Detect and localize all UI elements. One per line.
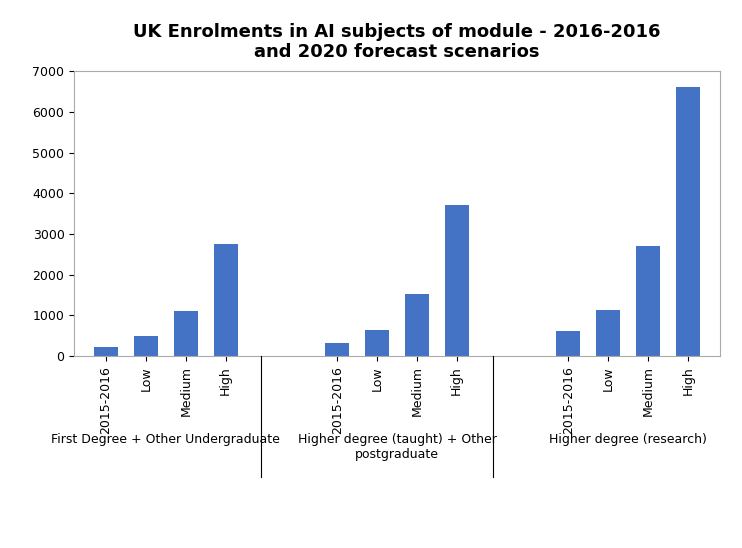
Bar	[214, 244, 237, 356]
Bar	[405, 294, 429, 356]
Bar	[325, 343, 349, 356]
Text: Higher degree (taught) + Other
postgraduate: Higher degree (taught) + Other postgradu…	[298, 433, 496, 461]
Bar	[636, 246, 660, 356]
Text: Higher degree (research): Higher degree (research)	[549, 433, 707, 446]
Bar	[94, 347, 118, 356]
Bar	[134, 336, 158, 356]
Title: UK Enrolments in AI subjects of module - 2016-2016
and 2020 forecast scenarios: UK Enrolments in AI subjects of module -…	[134, 22, 660, 61]
Bar	[174, 311, 197, 356]
Bar	[676, 87, 700, 356]
Text: First Degree + Other Undergraduate: First Degree + Other Undergraduate	[51, 433, 280, 446]
Bar	[365, 330, 389, 356]
Bar	[556, 332, 580, 356]
Bar	[597, 310, 620, 356]
Bar	[444, 205, 469, 356]
